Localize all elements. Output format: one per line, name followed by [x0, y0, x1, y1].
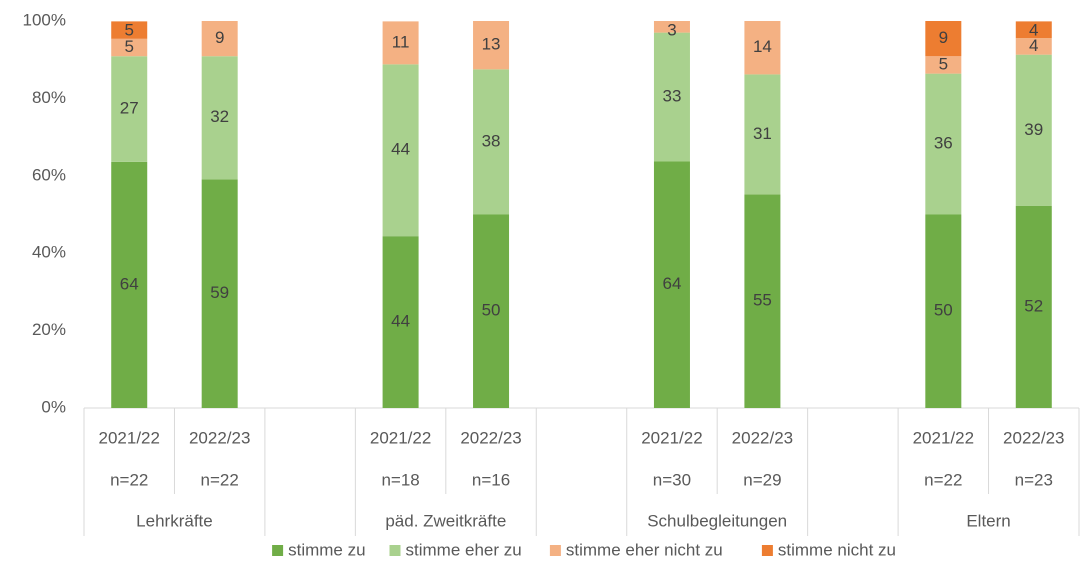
sample-size-label: n=30	[653, 470, 691, 489]
y-tick-label: 20%	[32, 320, 66, 339]
data-label: 13	[482, 35, 501, 54]
group-label: päd. Zweitkräfte	[385, 511, 506, 530]
bar-segment	[473, 69, 510, 215]
bar-segment	[473, 21, 510, 70]
bar-segment	[382, 64, 419, 237]
data-label: 55	[753, 291, 772, 310]
group-label: Lehrkräfte	[136, 511, 213, 530]
bar-segment	[201, 56, 238, 180]
data-label: 14	[753, 37, 772, 56]
legend-label: stimme zu	[288, 540, 365, 559]
x-tick-label: 2022/23	[189, 428, 250, 447]
data-label: 38	[482, 131, 501, 150]
data-label: 4	[1029, 36, 1038, 55]
bar-segment	[201, 179, 238, 408]
data-label: 27	[120, 99, 139, 118]
legend-label: stimme nicht zu	[778, 540, 896, 559]
legend-swatch	[549, 545, 561, 556]
legend-label: stimme eher nicht zu	[566, 540, 723, 559]
bar-segment	[1015, 38, 1052, 55]
data-label: 9	[215, 28, 224, 47]
bar-segment	[925, 214, 962, 408]
bar-segment	[382, 236, 419, 408]
data-label: 5	[124, 37, 133, 56]
data-label: 59	[210, 283, 229, 302]
data-label: 64	[662, 274, 681, 293]
bar-segment	[653, 161, 690, 408]
data-label: 3	[667, 20, 676, 39]
legend-swatch	[389, 545, 401, 556]
y-tick-label: 100%	[23, 10, 66, 29]
group-label: Schulbegleitungen	[647, 511, 787, 530]
x-tick-label: 2022/23	[460, 428, 521, 447]
sample-size-label: n=22	[110, 470, 148, 489]
sample-size-label: n=18	[381, 470, 419, 489]
bar-segment	[653, 21, 690, 33]
bar-segment	[925, 21, 962, 57]
x-tick-label: 2021/22	[913, 428, 974, 447]
data-label: 64	[120, 274, 139, 293]
bar-segment	[382, 21, 419, 65]
bar-segment	[925, 73, 962, 215]
sample-size-label: n=23	[1015, 470, 1053, 489]
bar-segment	[1015, 21, 1052, 39]
bar-segment	[111, 21, 148, 39]
x-tick-label: 2021/22	[370, 428, 431, 447]
bar-segment	[111, 56, 148, 162]
data-label: 44	[391, 140, 410, 159]
bar-segment	[744, 194, 781, 408]
bar-segment	[653, 32, 690, 162]
x-tick-label: 2021/22	[641, 428, 702, 447]
data-label: 11	[392, 32, 410, 51]
legend-label: stimme eher zu	[406, 540, 522, 559]
x-tick-label: 2022/23	[1003, 428, 1064, 447]
data-label: 39	[1024, 120, 1043, 139]
bar-segment	[201, 21, 238, 57]
y-tick-label: 80%	[32, 88, 66, 107]
data-label: 33	[662, 87, 681, 106]
legend-swatch	[272, 545, 284, 556]
data-label: 50	[934, 301, 953, 320]
legend-swatch	[761, 545, 773, 556]
sample-size-label: n=22	[924, 470, 962, 489]
data-label: 32	[210, 107, 229, 126]
bar-segment	[744, 74, 781, 195]
data-label: 9	[939, 28, 948, 47]
data-label: 44	[391, 312, 410, 331]
data-label: 36	[934, 134, 953, 153]
x-tick-label: 2021/22	[99, 428, 160, 447]
sample-size-label: n=16	[472, 470, 510, 489]
bar-segment	[111, 161, 148, 408]
bar-segment	[925, 56, 962, 74]
data-label: 5	[939, 54, 948, 73]
bar-segment	[1015, 205, 1052, 408]
y-tick-label: 0%	[41, 397, 66, 416]
bar-segment	[744, 21, 781, 75]
data-label: 52	[1024, 296, 1043, 315]
bar-segment	[1015, 54, 1052, 206]
data-label: 50	[482, 301, 501, 320]
sample-size-label: n=22	[201, 470, 239, 489]
x-tick-label: 2022/23	[732, 428, 793, 447]
data-label: 31	[753, 124, 772, 143]
y-tick-label: 60%	[32, 165, 66, 184]
data-label: 4	[1029, 20, 1038, 39]
bar-segment	[111, 38, 148, 57]
data-label: 5	[124, 20, 133, 39]
bar-segment	[473, 214, 510, 408]
y-tick-label: 40%	[32, 243, 66, 262]
group-label: Eltern	[966, 511, 1010, 530]
sample-size-label: n=29	[743, 470, 781, 489]
